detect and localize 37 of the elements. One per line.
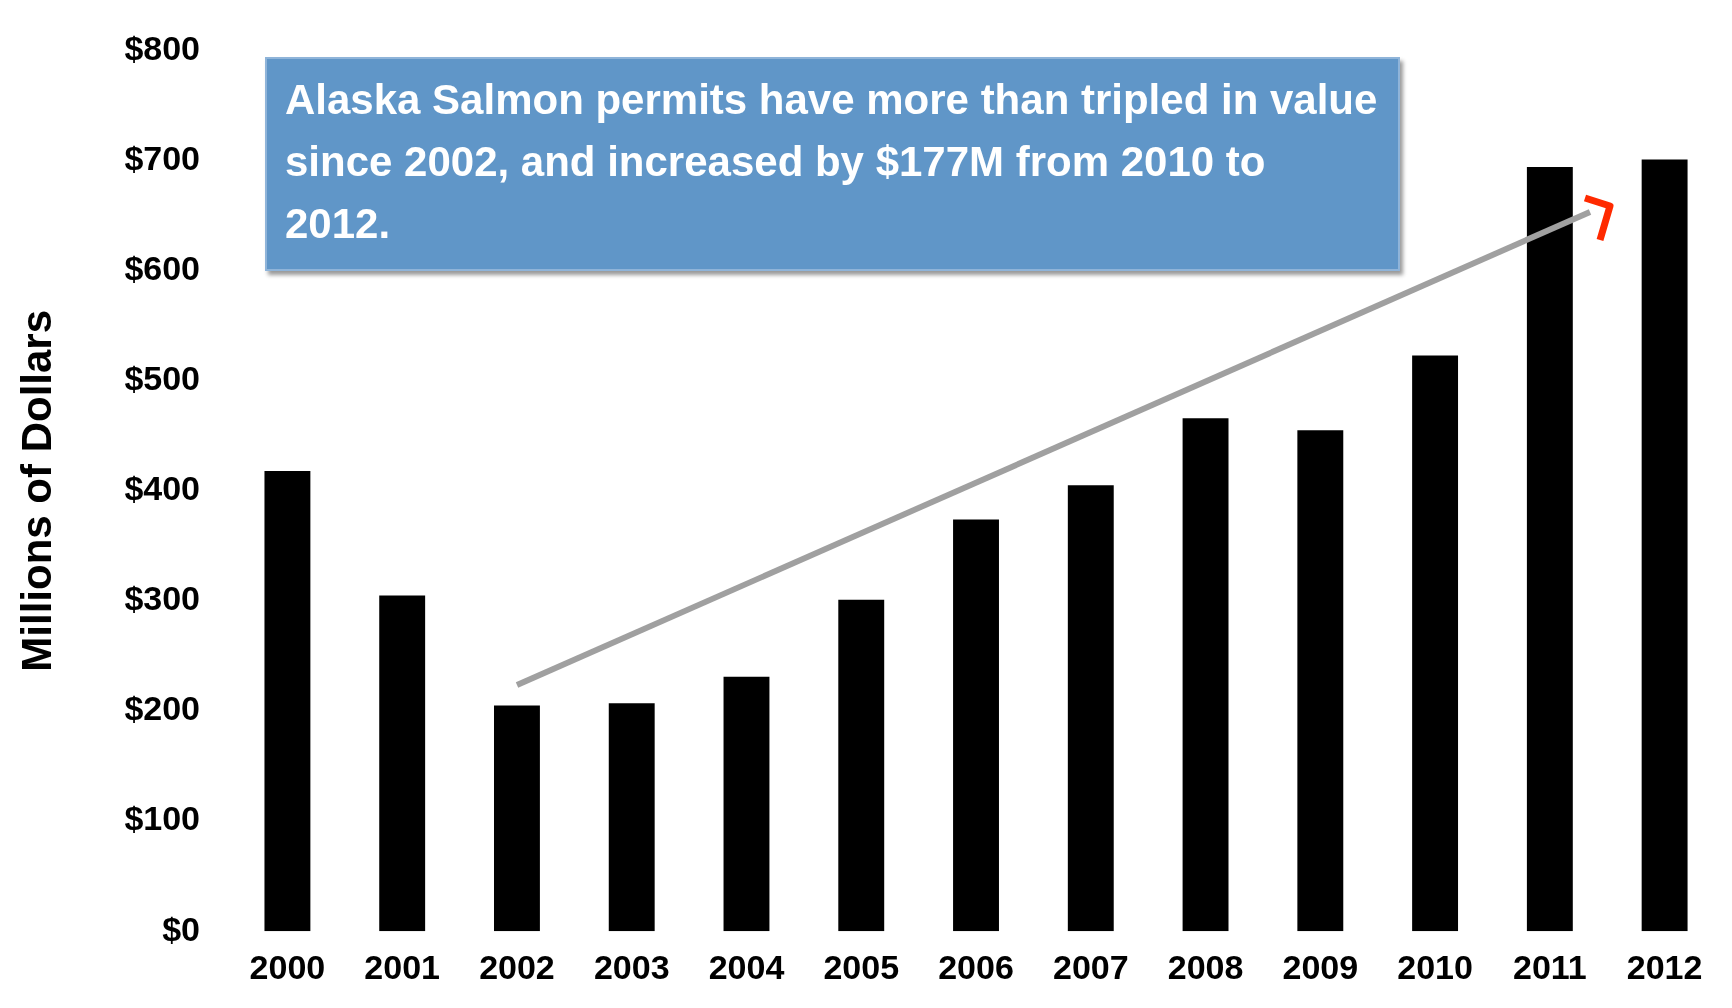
bar <box>953 519 999 932</box>
y-tick-label: $300 <box>124 579 201 618</box>
x-tick-label: 2004 <box>708 947 785 986</box>
x-tick-label: 2005 <box>823 947 900 986</box>
y-tick-label: $700 <box>124 138 201 177</box>
bar <box>1067 485 1114 932</box>
y-tick-label: $400 <box>124 469 201 508</box>
x-tick-label: 2000 <box>249 947 326 986</box>
y-tick-label: $100 <box>124 799 201 838</box>
y-tick-label: $600 <box>124 248 201 287</box>
bar <box>1297 430 1344 932</box>
y-tick-label: $800 <box>124 28 201 67</box>
y-tick-label: $200 <box>124 689 201 728</box>
x-tick-label: 2012 <box>1626 947 1703 986</box>
x-tick-label: 2009 <box>1282 947 1359 986</box>
x-tick-label: 2001 <box>364 947 441 986</box>
x-tick-label: 2007 <box>1052 947 1129 986</box>
x-tick-label: 2006 <box>938 947 1014 986</box>
bar <box>608 703 655 932</box>
annotation: Alaska Salmon permits have more than tripled in value since 2002, and increased by $177M from 2010 to 2012. <box>284 75 1379 249</box>
x-tick-label: 2010 <box>1397 947 1473 986</box>
bar <box>1182 418 1229 932</box>
bar <box>1526 167 1573 932</box>
x-tick-label: 2011 <box>1512 947 1587 986</box>
y-tick-label: $500 <box>124 359 201 398</box>
y-axis-title: Millions of Dollars <box>12 309 60 672</box>
x-tick-label: 2002 <box>479 947 555 986</box>
y-tick-label: $0 <box>162 909 201 948</box>
bar <box>1641 159 1688 932</box>
bar <box>379 595 426 932</box>
bar <box>723 676 770 932</box>
x-tick-label: 2003 <box>593 947 670 986</box>
bar <box>494 705 540 932</box>
bar <box>838 599 885 932</box>
bar <box>264 470 311 932</box>
bar <box>1412 355 1459 932</box>
x-tick-label: 2008 <box>1167 947 1244 986</box>
